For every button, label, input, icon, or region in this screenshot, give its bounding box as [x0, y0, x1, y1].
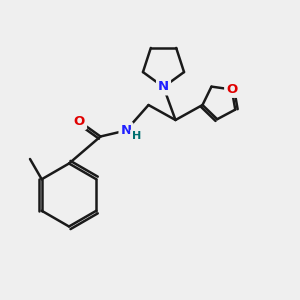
Text: N: N [158, 80, 169, 94]
Text: O: O [226, 83, 237, 96]
Text: N: N [120, 124, 132, 137]
Text: H: H [132, 131, 141, 141]
Text: O: O [74, 115, 85, 128]
